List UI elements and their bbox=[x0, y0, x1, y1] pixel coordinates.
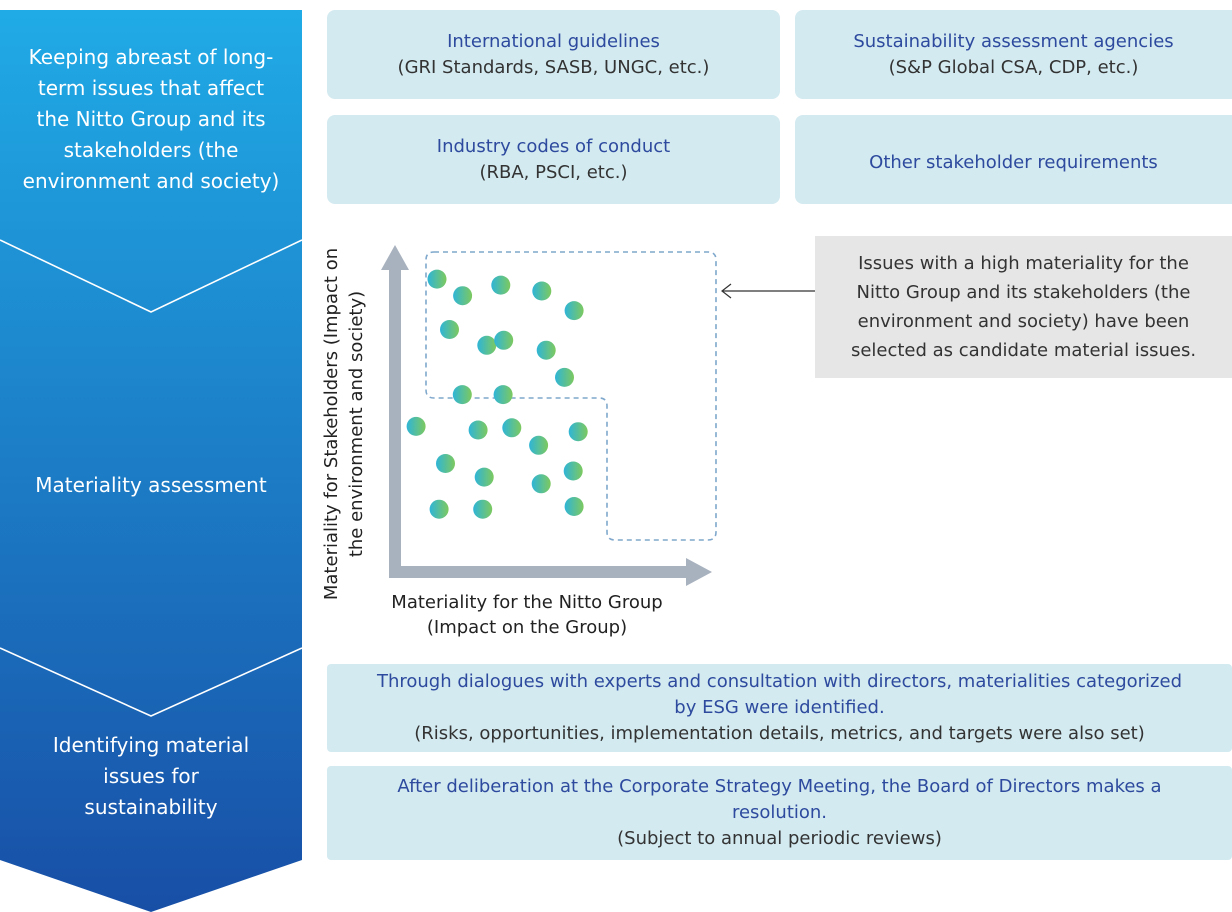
stage-label-identifying-issues: Identifying material issues for sustaina… bbox=[52, 733, 250, 819]
data-point-17 bbox=[568, 422, 588, 442]
stage-divider-1 bbox=[0, 239, 302, 313]
data-point-13 bbox=[406, 416, 426, 436]
high-materiality-region bbox=[425, 251, 717, 541]
box-title: Other stakeholder requirements bbox=[869, 151, 1158, 173]
box-subtitle: (S&P Global CSA, CDP, etc.) bbox=[888, 56, 1139, 78]
box-title: Sustainability assessment agencies bbox=[853, 30, 1174, 52]
box-title: Industry codes of conduct bbox=[436, 135, 671, 157]
box-title: After deliberation at the Corporate Stra… bbox=[397, 776, 1162, 823]
box-title: International guidelines bbox=[447, 30, 660, 52]
data-point-6 bbox=[440, 320, 459, 339]
callout-arrowhead bbox=[721, 283, 732, 299]
x-axis-arrowhead bbox=[686, 558, 712, 586]
box-subtitle: (Risks, opportunities, implementation de… bbox=[414, 723, 1145, 744]
data-point-11 bbox=[452, 385, 472, 405]
box-dialogue-outcome: Through dialogues with experts and consu… bbox=[327, 664, 1232, 752]
box-board-resolution: After deliberation at the Corporate Stra… bbox=[327, 766, 1232, 860]
box-title: Through dialogues with experts and consu… bbox=[376, 671, 1183, 718]
x-axis-label: Materiality for the Nitto Group (Impact … bbox=[391, 592, 663, 638]
data-point-22 bbox=[429, 499, 449, 519]
box-industry-codes: Industry codes of conduct (RBA, PSCI, et… bbox=[327, 115, 780, 204]
data-point-1 bbox=[427, 269, 447, 289]
data-point-20 bbox=[531, 474, 551, 494]
callout-text: Issues with a high materiality for the N… bbox=[850, 253, 1197, 361]
process-arrow bbox=[0, 10, 302, 912]
stage-label-materiality-assessment: Materiality assessment bbox=[35, 473, 267, 497]
data-point-8 bbox=[494, 330, 514, 350]
box-subtitle: (RBA, PSCI, etc.) bbox=[479, 161, 628, 183]
y-axis-label: Materiality for Stakeholders (Impact on … bbox=[321, 247, 367, 601]
box-subtitle: (GRI Standards, SASB, UNGC, etc.) bbox=[397, 56, 710, 78]
data-point-24 bbox=[564, 497, 584, 516]
data-point-9 bbox=[536, 340, 556, 360]
data-point-15 bbox=[502, 418, 522, 438]
data-point-16 bbox=[529, 435, 549, 455]
high-materiality-callout: Issues with a high materiality for the N… bbox=[815, 236, 1232, 378]
data-point-21 bbox=[563, 461, 583, 481]
box-other-stakeholder: Other stakeholder requirements bbox=[795, 115, 1232, 204]
box-assessment-agencies: Sustainability assessment agencies (S&P … bbox=[795, 10, 1232, 99]
y-axis-arrowhead bbox=[381, 245, 409, 270]
data-point-7 bbox=[477, 335, 497, 355]
data-point-12 bbox=[493, 385, 513, 405]
data-point-3 bbox=[491, 275, 511, 295]
data-point-14 bbox=[468, 420, 488, 440]
data-point-19 bbox=[474, 467, 494, 487]
data-point-18 bbox=[436, 454, 455, 473]
data-point-23 bbox=[473, 499, 493, 519]
data-point-5 bbox=[564, 301, 584, 321]
box-international-guidelines: International guidelines (GRI Standards,… bbox=[327, 10, 780, 99]
data-points bbox=[406, 269, 588, 519]
data-point-4 bbox=[532, 281, 552, 301]
box-subtitle: (Subject to annual periodic reviews) bbox=[617, 828, 942, 849]
chart-axes bbox=[381, 245, 712, 586]
data-point-2 bbox=[453, 286, 473, 306]
stage-divider-2 bbox=[0, 647, 302, 717]
data-point-10 bbox=[555, 367, 574, 387]
stage-label-keeping-abreast: Keeping abreast of long-term issues that… bbox=[22, 45, 280, 193]
